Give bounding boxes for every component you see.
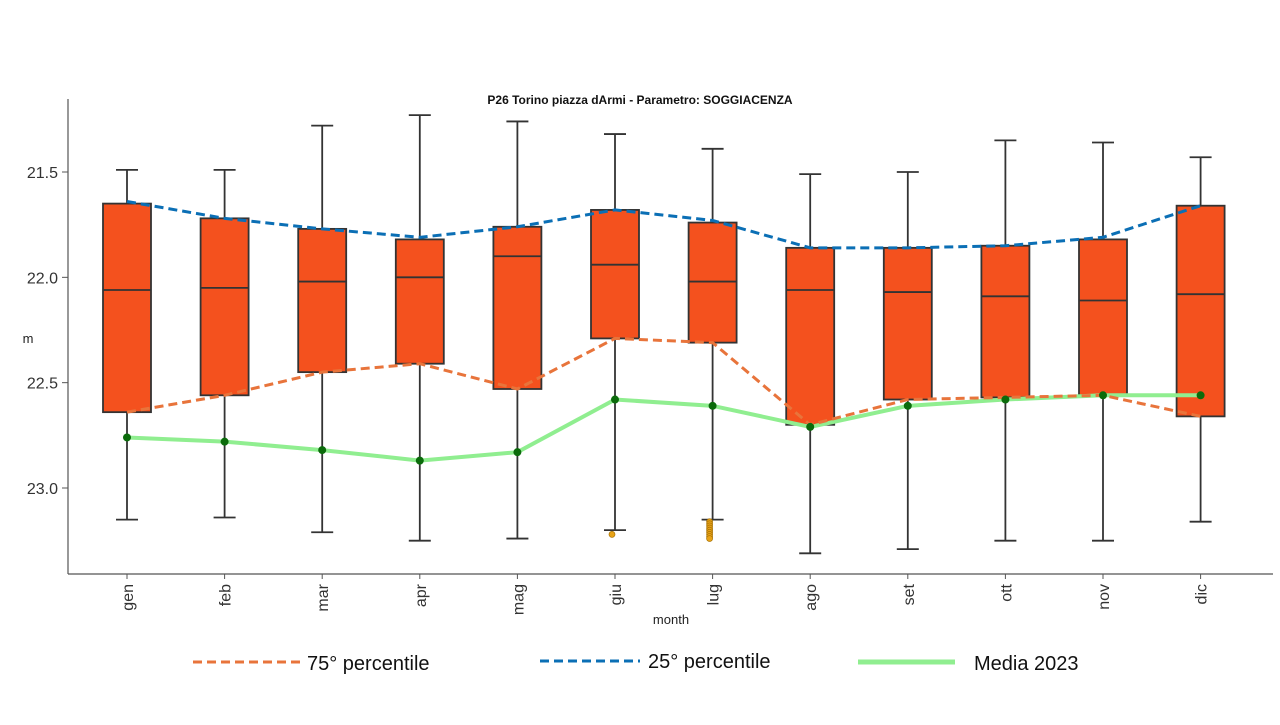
y-ticks: 21.5 22.0 22.5 23.0 [27,165,68,498]
box-lug [687,147,738,542]
media-2023-point [708,401,717,410]
box-body [492,225,543,390]
media-2023-point [1099,391,1107,400]
y-tick-label: 22.0 [27,270,58,287]
x-tick-label: set [901,583,918,605]
axes: m month [23,99,1273,627]
box-mag [492,120,543,540]
box-body [199,217,250,397]
media-2023-point [318,446,327,455]
media-2023-point [513,448,522,457]
legend-label-media-2023: Media 2023 [974,653,1079,675]
box-body [394,238,445,365]
x-tick-label: gen [120,584,137,611]
legend: 75° percentile 25° percentile Media 2023 [193,651,1079,675]
box-body [1175,204,1226,418]
box-body [297,227,348,374]
boxes [102,114,1226,555]
box-set [882,171,933,550]
media-2023-point [415,456,424,465]
x-tick-label: lug [706,584,723,605]
x-tick-label: ott [998,583,1015,601]
box-body [590,209,640,340]
box-apr [394,114,445,542]
y-tick-label: 22.5 [27,376,58,393]
legend-label-25-percentile: 25° percentile [648,651,771,673]
x-tick-label: giu [608,584,625,605]
media-2023-point [903,401,912,410]
x-tick-label: feb [218,584,235,606]
media-2023-point [123,433,131,442]
x-ticks: gen feb mar apr mag giu lug ago set ott nov dic [120,574,1211,615]
series-line-1 [126,200,1202,250]
x-tick-label: mar [315,583,332,611]
legend-item-75-percentile: 75° percentile [193,653,430,675]
box-nov [1078,141,1128,542]
media-2023-point [220,437,229,446]
media-2023-point [806,422,815,431]
media-2023-point [1196,391,1205,400]
box-body [785,246,836,426]
media-2023-point [611,395,619,404]
chart-title: P26 Torino piazza dArmi - Parametro: SOG… [487,93,792,107]
x-axis-label: month [653,612,689,627]
box-body [102,202,152,414]
series-lines [123,200,1205,465]
box-body [687,221,738,344]
box-mar [297,124,348,534]
y-tick-label: 21.5 [27,165,58,182]
box-ago [785,173,836,555]
series-line-2 [126,393,1201,463]
legend-item-25-percentile: 25° percentile [540,651,771,673]
series-line-0 [126,336,1201,427]
x-tick-label: apr [413,583,430,607]
box-gen [102,168,152,521]
box-body [980,244,1031,399]
x-tick-label: mag [510,584,527,615]
box-body [1078,238,1128,397]
legend-item-media-2023: Media 2023 [858,653,1079,675]
outlier-point [706,535,713,542]
x-tick-label: ago [803,584,820,611]
box-body [882,246,933,401]
box-ott [980,139,1031,542]
y-axis-label: m [23,331,34,346]
box-giu [590,133,640,538]
legend-label-75-percentile: 75° percentile [307,653,430,675]
box-feb [199,168,250,519]
x-tick-label: nov [1096,584,1113,610]
media-2023-point [1001,395,1010,404]
x-tick-label: dic [1194,584,1211,604]
box-dic [1175,156,1226,523]
outlier-point [608,530,616,538]
y-tick-label: 23.0 [27,481,58,498]
